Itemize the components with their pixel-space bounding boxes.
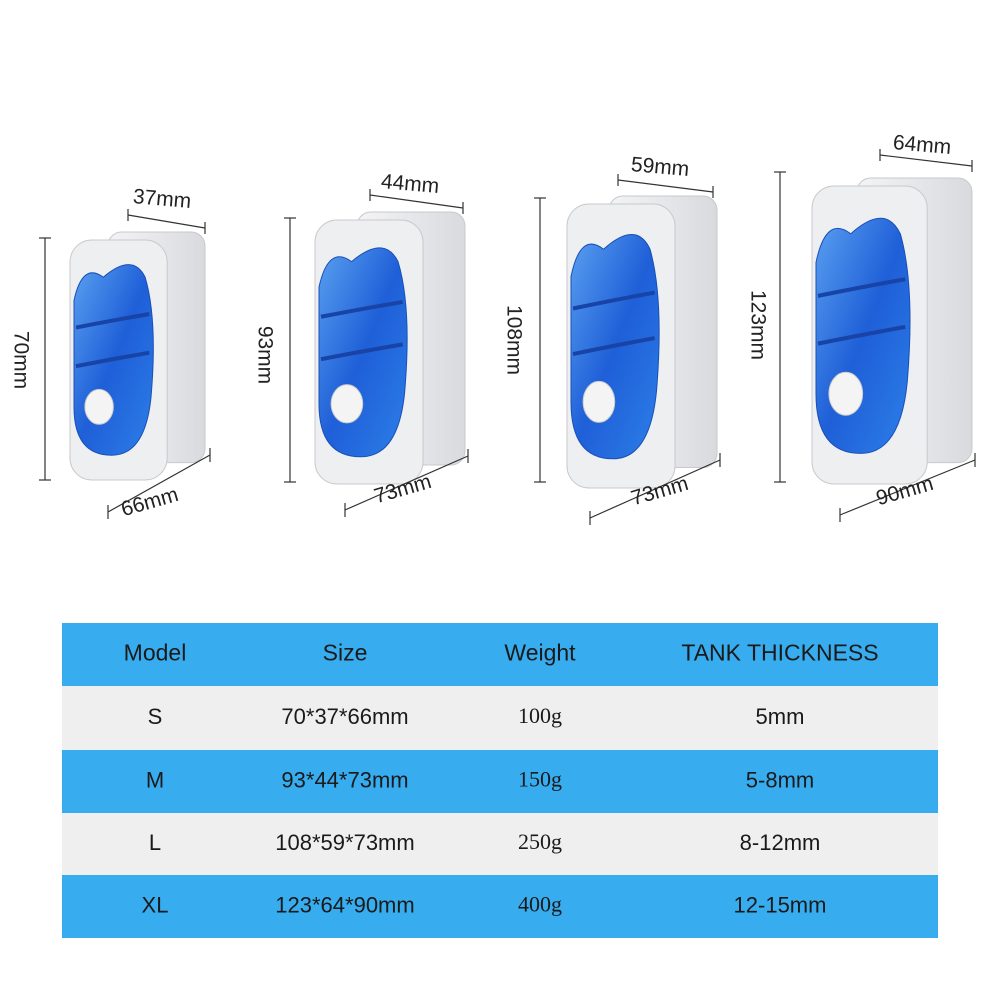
top-label: 59mm [630,153,690,181]
table-header-cell: Model [124,640,187,666]
bottom-line [839,459,976,516]
table-header-row [62,623,938,686]
spec-table: Model Size Weight TANK THICKNESS S 70*37*66mm… [62,623,938,938]
table-cell: 150g [518,767,562,792]
table-header-cell: Size [323,640,368,666]
top-line [369,194,464,209]
magnet-button [582,380,616,423]
height-label: 70mm [9,331,32,389]
bottom-line [107,454,211,513]
table-header-cell: Weight [504,640,576,666]
table-row [62,686,938,750]
top-line [127,214,206,229]
magnet-stripe [75,312,150,330]
magnet-stripe [817,277,906,298]
table-cell: 70*37*66mm [281,704,408,729]
magnet-button [84,388,114,425]
table-row [62,875,938,938]
magnet-stripe [320,342,404,362]
table-cell: 108*59*73mm [275,830,414,855]
top-label: 44mm [380,170,440,198]
top-line [879,154,973,167]
table-cell: L [149,830,161,855]
bottom-line [589,459,721,519]
table-cell: XL [142,892,169,917]
table-row [62,750,938,813]
magnet-stripe [572,290,656,311]
table-cell: 250g [518,829,562,854]
top-label: 37mm [132,185,192,213]
height-label: 108mm [502,305,525,375]
table-cell: 8-12mm [740,830,821,855]
magnet-stripe [572,336,656,356]
top-line [617,179,714,193]
magnet-button [330,384,364,424]
height-label: 123mm [746,290,769,360]
table-cell: 123*64*90mm [275,892,414,917]
table-row [62,813,938,875]
magnet-stripe [320,299,404,319]
table-cell: S [148,704,163,729]
height-label: 93mm [253,326,276,384]
magnet-button [828,371,864,416]
table-cell: 100g [518,703,562,728]
table-header-cell: TANK THICKNESS [681,640,878,666]
magnet-stripe [75,350,150,369]
table-cell: 12-15mm [734,892,827,917]
magnet-stripe [817,324,906,346]
table-cell: 400g [518,892,562,917]
table-cell: 5mm [756,704,805,729]
table-cell: M [146,767,164,792]
bottom-line [344,455,469,511]
table-cell: 5-8mm [746,767,814,792]
table-cell: 93*44*73mm [281,767,408,792]
top-label: 64mm [892,131,952,159]
